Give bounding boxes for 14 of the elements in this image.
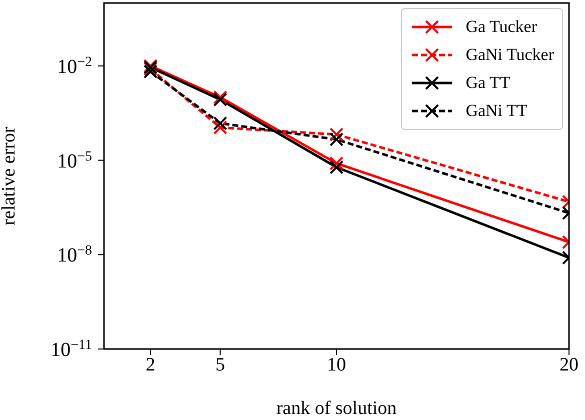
legend-label: GaNi TT [466, 101, 528, 121]
y-tick-label: 10$^{−8}$ [57, 243, 92, 267]
x-tick-label: 2 [146, 354, 156, 376]
y-tick-label: 10$^{−11}$ [50, 338, 92, 361]
legend-label: GaNi Tucker [466, 45, 554, 65]
y-tick-label: 10$^{−2}$ [57, 54, 92, 78]
legend-label: Ga TT [466, 73, 510, 93]
x-tick-label: 20 [560, 354, 578, 376]
x-tick-label: 5 [216, 354, 225, 376]
x-axis-title: rank of solution [276, 398, 398, 419]
x-tick-label: 10 [327, 354, 346, 376]
y-axis-title: relative error [0, 126, 20, 226]
legend-label: Ga Tucker [466, 17, 537, 37]
y-tick-label: 10$^{−5}$ [57, 148, 92, 172]
